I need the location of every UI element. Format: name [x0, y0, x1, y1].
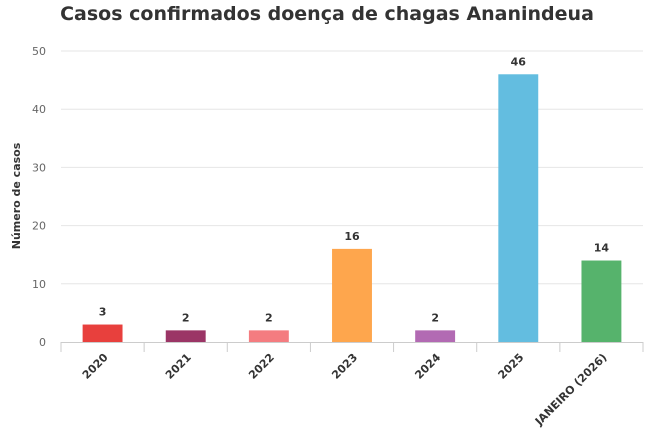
bar: [332, 248, 372, 342]
gridlines: [61, 50, 643, 285]
bar: [82, 324, 123, 342]
y-tick-label: 40: [32, 103, 46, 116]
x-tick-label: 2024: [412, 351, 443, 382]
data-label: 2: [431, 311, 439, 324]
y-tick-label: 20: [32, 220, 46, 233]
x-tick-label: 2023: [329, 351, 360, 382]
data-labels: 3 2 2 16 2 46 14: [99, 55, 610, 324]
x-tick-label: 2022: [246, 351, 277, 382]
data-label: 46: [511, 55, 527, 68]
bar: [248, 330, 289, 342]
data-label: 16: [344, 230, 360, 243]
x-axis-ticks: 2020 2021 2022 2023 2024 2025 JANEIRO (2026): [60, 342, 644, 429]
bar: [581, 260, 622, 342]
x-tick-label: 2021: [163, 351, 194, 382]
bar: [415, 330, 456, 342]
x-tick-label: 2020: [80, 351, 111, 382]
chart-title: Casos confirmados doença de chagas Anani…: [60, 3, 594, 25]
data-label: 3: [99, 306, 107, 319]
data-label: 14: [594, 242, 610, 255]
x-tick-label: JANEIRO (2026): [532, 351, 610, 429]
bars: [82, 74, 622, 342]
y-axis-ticks: 0 10 20 30 40 50: [32, 45, 46, 349]
bar: [165, 330, 206, 342]
y-tick-label: 10: [32, 278, 46, 291]
y-axis-label: Número de casos: [10, 142, 23, 249]
y-tick-label: 50: [32, 45, 46, 58]
x-tick-label: 2025: [496, 351, 527, 382]
data-label: 2: [182, 311, 190, 324]
y-tick-label: 0: [39, 336, 46, 349]
bar: [498, 74, 539, 342]
data-label: 2: [265, 311, 273, 324]
y-tick-label: 30: [32, 161, 46, 174]
